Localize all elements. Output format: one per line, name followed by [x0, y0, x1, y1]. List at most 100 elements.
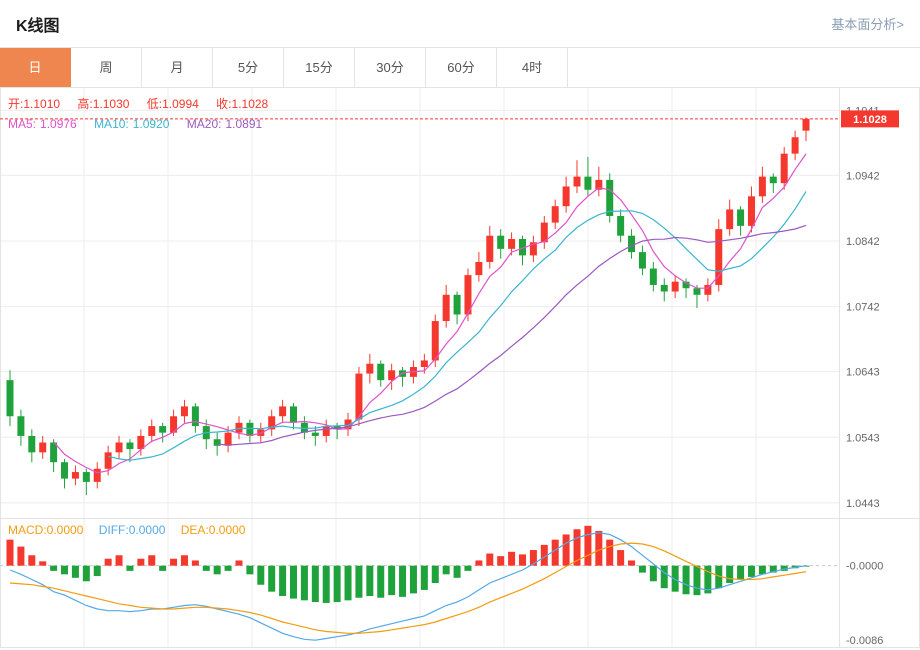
macd-bar: [28, 555, 36, 566]
macd-bar: [606, 539, 614, 566]
macd-bar: [671, 565, 679, 592]
candle: [562, 186, 570, 207]
candle: [290, 406, 298, 423]
macd-bar: [682, 565, 690, 595]
candle: [224, 432, 232, 446]
candle: [420, 360, 428, 368]
macd-bar: [508, 551, 516, 566]
ma10-line: [107, 191, 807, 461]
macd-chart[interactable]: -0.0000 -0.0086: [0, 518, 920, 648]
macd-bar: [268, 565, 276, 592]
tab-4hour[interactable]: 4时: [497, 48, 568, 87]
candle: [715, 229, 723, 285]
candle: [453, 294, 461, 315]
macd-bar: [518, 554, 526, 566]
current-price-badge: [841, 110, 899, 128]
tab-day[interactable]: 日: [0, 48, 71, 87]
candle: [780, 153, 788, 184]
candle: [104, 452, 112, 469]
candle: [137, 435, 145, 450]
candle: [518, 238, 526, 256]
candle: [213, 439, 221, 446]
candle: [71, 472, 79, 479]
macd-bar: [704, 565, 712, 594]
candle: [6, 380, 14, 417]
macd-bar: [344, 565, 352, 601]
macd-bar: [246, 565, 254, 575]
candle: [726, 209, 734, 230]
candle: [747, 196, 755, 226]
candle: [170, 416, 178, 433]
candle: [61, 462, 69, 479]
macd-bar: [235, 560, 243, 566]
macd-bar: [224, 565, 232, 571]
zero-label: -0.0000: [846, 561, 883, 573]
tab-5min[interactable]: 5分: [213, 48, 284, 87]
macd-bar: [50, 565, 58, 571]
candle: [322, 426, 330, 436]
macd-bar: [758, 565, 766, 575]
y-axis-label: 1.0942: [846, 170, 880, 182]
candle: [508, 238, 516, 249]
tab-60min[interactable]: 60分: [426, 48, 497, 87]
macd-bar: [159, 565, 167, 571]
candle: [529, 242, 537, 256]
candle: [355, 373, 363, 420]
candle: [606, 179, 614, 217]
macd-bar: [322, 565, 330, 603]
macd-bar: [290, 565, 298, 599]
macd-bar: [529, 550, 537, 566]
tab-15min[interactable]: 15分: [284, 48, 355, 87]
macd-bar: [747, 565, 755, 577]
candle: [115, 442, 123, 453]
candle: [769, 176, 777, 184]
macd-bar: [649, 565, 657, 582]
macd-bar: [442, 565, 450, 575]
candle: [649, 268, 657, 285]
macd-bar: [126, 565, 134, 571]
macd-bar: [137, 558, 145, 566]
y-axis-label: 1.0742: [846, 302, 880, 314]
macd-bar: [366, 565, 374, 596]
macd-bar: [475, 560, 483, 566]
candle: [28, 435, 36, 453]
candle: [737, 209, 745, 226]
macd-bar: [377, 565, 385, 598]
candlestick-chart[interactable]: 1.10411.09421.08421.07421.06431.05431.04…: [0, 88, 920, 518]
tab-month[interactable]: 月: [142, 48, 213, 87]
period-tabs: 日 周 月 5分 15分 30分 60分 4时: [0, 47, 920, 88]
candle: [366, 363, 374, 374]
candle: [791, 137, 799, 154]
fundamental-analysis-link[interactable]: 基本面分析>: [831, 17, 904, 32]
tab-30min[interactable]: 30分: [355, 48, 426, 87]
macd-bar: [573, 529, 581, 566]
macd-bar: [660, 565, 668, 589]
candle: [93, 468, 101, 482]
candle: [464, 275, 472, 315]
ma20-line: [217, 224, 807, 446]
diff-line: [9, 532, 807, 641]
candle: [126, 442, 134, 450]
tab-week[interactable]: 周: [71, 48, 142, 87]
macd-bar: [595, 531, 603, 566]
macd-bar: [355, 565, 363, 598]
candle: [300, 422, 308, 433]
macd-bar: [540, 544, 548, 566]
candle: [693, 288, 701, 295]
macd-bar: [769, 565, 777, 573]
macd-bar: [420, 565, 428, 590]
y-axis-label: 1.0643: [846, 367, 880, 379]
candle: [82, 472, 90, 482]
macd-bar: [617, 550, 625, 566]
candle: [682, 281, 690, 289]
macd-bar: [399, 565, 407, 597]
macd-bar: [726, 565, 734, 583]
macd-bar: [780, 565, 788, 571]
candle: [704, 284, 712, 295]
candle: [551, 206, 559, 223]
macd-bar: [497, 556, 505, 566]
dea-line: [9, 542, 807, 634]
macd-bar: [737, 565, 745, 580]
candle: [279, 406, 287, 417]
candle: [628, 235, 636, 253]
